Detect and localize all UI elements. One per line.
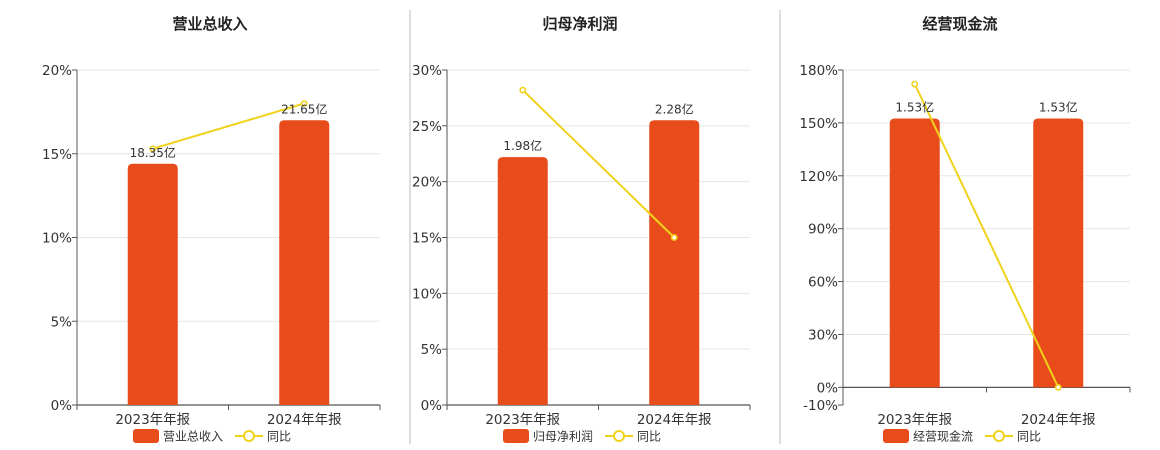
line-series — [522, 89, 675, 239]
data-label: 21.65亿 — [281, 101, 327, 116]
bar — [889, 118, 940, 388]
x-tick-label: 2024年年报 — [267, 412, 342, 428]
legend-label: 归母净利润 — [533, 430, 593, 444]
x-tick-label: 2023年年报 — [115, 412, 190, 428]
bar — [1033, 118, 1084, 388]
line-series — [152, 102, 305, 150]
y-tick-label: 20% — [412, 175, 442, 191]
legend-swatch-marker — [993, 430, 1005, 442]
y-tick-label: 150% — [799, 116, 838, 132]
legend-label: 同比 — [267, 430, 291, 444]
data-label: 1.53亿 — [1039, 99, 1078, 114]
bar — [497, 157, 548, 405]
y-tick-label: 60% — [808, 275, 838, 291]
line-point — [1054, 383, 1062, 391]
legend-swatch-bar — [503, 429, 529, 443]
legend-swatch-marker — [243, 430, 255, 442]
legend-label: 同比 — [637, 430, 661, 444]
data-label: 2.28亿 — [655, 101, 694, 116]
line-point — [519, 86, 527, 94]
line-point — [149, 145, 157, 153]
y-tick-label: 30% — [808, 327, 838, 343]
y-tick-label: 180% — [799, 63, 838, 79]
data-label: 18.35亿 — [130, 145, 176, 160]
x-tick-label: 2024年年报 — [637, 412, 712, 428]
line-point — [300, 100, 308, 107]
legend-swatch-bar — [133, 429, 159, 443]
y-tick-label: 0% — [421, 398, 443, 414]
legend-label: 营业总收入 — [163, 430, 223, 444]
x-tick-label: 2024年年报 — [1021, 412, 1096, 428]
y-tick-label: -10% — [803, 398, 838, 414]
y-tick-label: 5% — [421, 342, 443, 358]
chart-title: 归母净利润 — [542, 15, 617, 33]
y-tick-label: 10% — [42, 231, 72, 247]
legend-label: 同比 — [1017, 430, 1041, 444]
line-series — [913, 83, 1060, 388]
y-tick-label: 20% — [42, 63, 72, 79]
line-point — [670, 234, 678, 241]
y-tick-label: 15% — [412, 231, 442, 247]
y-tick-label: 30% — [412, 63, 442, 79]
y-tick-label: 0% — [51, 398, 73, 414]
data-label: 1.53亿 — [895, 99, 934, 114]
bar — [279, 120, 330, 405]
legend-swatch-bar — [883, 429, 909, 443]
line-point — [911, 80, 919, 88]
bar — [127, 163, 178, 405]
y-tick-label: 15% — [42, 147, 72, 163]
y-tick-label: 10% — [412, 286, 442, 302]
y-tick-label: 90% — [808, 222, 838, 238]
x-tick-label: 2023年年报 — [877, 412, 952, 428]
y-tick-label: 25% — [412, 119, 442, 135]
y-tick-label: 5% — [51, 314, 73, 330]
legend-swatch-marker — [613, 430, 625, 442]
legend-label: 经营现金流 — [913, 429, 973, 444]
y-tick-label: 0% — [817, 380, 839, 396]
chart-title: 营业总收入 — [172, 15, 247, 33]
chart-title: 经营现金流 — [922, 15, 997, 33]
data-label: 1.98亿 — [503, 138, 542, 153]
x-tick-label: 2023年年报 — [485, 412, 560, 428]
y-tick-label: 120% — [799, 169, 838, 185]
bar — [649, 120, 700, 405]
